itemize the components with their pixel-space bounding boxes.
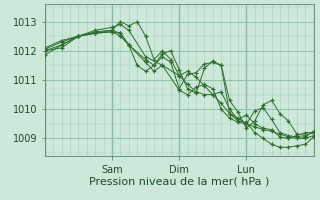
X-axis label: Pression niveau de la mer( hPa ): Pression niveau de la mer( hPa ) [89, 176, 269, 186]
